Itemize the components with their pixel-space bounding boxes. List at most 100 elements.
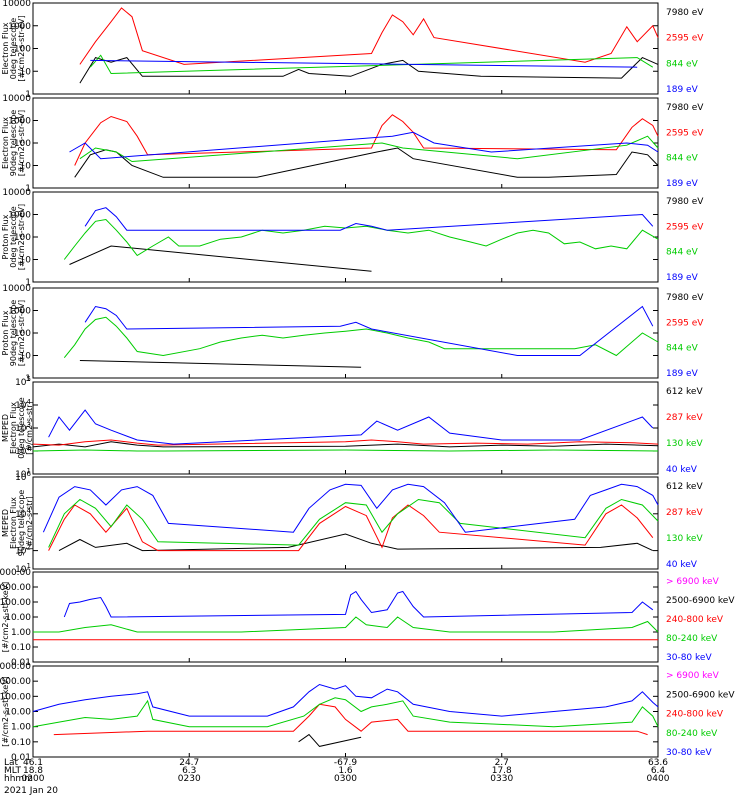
panel-4-ytick-label: 10 [20, 352, 32, 362]
panel-2-series-red [74, 114, 659, 166]
panel-5-ytick-label: 105 [15, 375, 31, 388]
footer-hhmm-value: 0300 [334, 774, 357, 784]
panel-1-frame [32, 2, 659, 95]
panel-7-legend-green: 80-240 keV [666, 634, 718, 644]
panel-2-series-green [79, 135, 659, 163]
panel-6-ytick-label: 101 [15, 562, 31, 575]
panel-8-legend-blue: 30-80 keV [666, 748, 712, 758]
panel-6-ylabel: 90deg telescope [17, 490, 26, 557]
panel-6-frame [32, 476, 659, 570]
panel-4-ytick-label: 100 [14, 329, 31, 339]
panel-1-ylabel: [#/cm2-s-str-eV] [17, 15, 26, 81]
panel-7-ytick-label: 10.00 [5, 613, 31, 623]
panel-2-ylabel: 90deg telescope [9, 110, 18, 177]
panel-8-series-green [32, 697, 659, 728]
panel-4-frame [32, 287, 659, 379]
panel-4-ytick-label: 1000 [8, 307, 31, 317]
panel-6-ytick-label: 102 [15, 544, 31, 557]
panel-7-legend-red: 240-800 keV [666, 615, 724, 625]
panel-8-legend-magenta: > 6900 keV [666, 671, 720, 681]
panel-7-ytick-label: 1000.00 [0, 583, 31, 593]
panel-2-ytick-label: 10 [20, 162, 32, 172]
footer-hhmm-value: 0400 [647, 774, 670, 784]
panel-6-ylabel: [#/cm2-s-str] [25, 496, 34, 549]
panel-6-ylabel: Electron Flux [9, 497, 18, 549]
panel-3-legend-black: 7980 eV [666, 197, 704, 207]
panel-5-legend-black: 612 keV [666, 387, 703, 397]
panel-8-legend-black: 2500-6900 keV [666, 690, 735, 700]
panel-5-legend-green: 130 keV [666, 439, 703, 449]
footer-lat-value: 46.1 [23, 758, 43, 768]
panel-2-ylabel: Electron Flux [1, 117, 10, 169]
footer-date: 2021 Jan 20 [4, 786, 58, 796]
panel-6-ylabel: MEPED [1, 509, 10, 537]
panel-2-ytick-label: 100 [14, 139, 31, 149]
panel-1-ylabel: 0deg telescope [9, 18, 18, 79]
panel-6-series-green [48, 498, 659, 548]
panel-8-ytick-label: 10.00 [5, 708, 31, 718]
panel-1-ytick-label: 100 [14, 45, 31, 55]
panel-8-series-black [298, 733, 362, 747]
panel-6-legend-red: 287 keV [666, 508, 703, 518]
panel-7-ytick-label: 1.00 [11, 628, 31, 638]
footer-mlt-value: 17.8 [492, 766, 512, 776]
panel-4-ytick-label: 10000 [2, 284, 31, 294]
panel-8-ytick-label: 0.01 [11, 753, 31, 763]
panel-2-ytick-label: 1 [25, 184, 31, 194]
panel-5-ytick-label: 102 [15, 444, 31, 457]
footer-mlt-value: 18.8 [23, 766, 43, 776]
panel-3-ytick-label: 10 [20, 256, 32, 266]
panel-3-legend-blue: 189 eV [666, 273, 699, 283]
panel-6-legend-black: 612 keV [666, 482, 703, 492]
panel-5-series-blue [48, 409, 654, 445]
panel-2-legend-black: 7980 eV [666, 103, 704, 113]
panel-8-frame [32, 665, 659, 758]
panel-1-legend-black: 7980 eV [666, 8, 704, 18]
panel-8-legend-red: 240-800 keV [666, 710, 724, 720]
panel-1-ytick-label: 10000 [2, 0, 31, 9]
panel-8-ytick-label: 0.10 [11, 738, 31, 748]
panel-7-ylabel: [#/cm2-s-str-keV] [1, 582, 10, 653]
footer-hhmm-value: 0230 [178, 774, 201, 784]
panel-2-frame [32, 97, 659, 189]
panel-4-legend-black: 7980 eV [666, 293, 704, 303]
panel-6-ytick-label: 106 [15, 470, 31, 483]
panel-5-ytick-label: 104 [15, 398, 31, 411]
panel-1-series-blue [90, 59, 638, 68]
panel-4-legend-green: 844 eV [666, 344, 699, 354]
footer-mlt-value: 1.6 [338, 766, 353, 776]
panel-5-series-red [32, 439, 659, 446]
panel-7-legend-magenta: > 6900 keV [666, 577, 720, 587]
panel-3-ytick-label: 1 [25, 278, 31, 288]
panel-8-ytick-label: 10000.00 [0, 662, 31, 672]
panel-3-ytick-label: 10000 [2, 188, 31, 198]
panel-4-ylabel: [#/cm2-s-str-eV] [17, 300, 26, 366]
panel-5-ylabel: [#/cm2-s-str] [25, 401, 34, 454]
panel-8-ytick-label: 1000.00 [0, 677, 31, 687]
panel-5-ytick-label: 101 [15, 467, 31, 480]
footer-mlt-value: 6.4 [651, 766, 666, 776]
panel-6-legend-green: 130 keV [666, 534, 703, 544]
panel-3-ytick-label: 100 [14, 233, 31, 243]
panel-4-series-black [79, 360, 362, 368]
panel-1-series-black [79, 57, 659, 84]
panel-7-series-green [33, 616, 659, 633]
panel-6-series-black [58, 533, 654, 552]
panel-7-series-blue [63, 590, 654, 618]
footer-mlt-value: 6.3 [182, 766, 196, 776]
panel-4-legend-blue: 189 eV [666, 369, 699, 379]
panel-5-ylabel: 0deg telescope [17, 397, 26, 458]
panel-6-series-blue [42, 483, 659, 533]
panel-5-legend-red: 287 keV [666, 413, 703, 423]
footer-lat-value: 63.6 [648, 758, 668, 768]
panel-2-ytick-label: 1000 [8, 117, 31, 127]
panel-5-series-black [32, 441, 659, 448]
footer-row-label: hhmm [4, 774, 33, 784]
panel-1-legend-green: 844 eV [666, 59, 699, 69]
panel-6-ytick-label: 104 [15, 507, 31, 520]
panel-5-ylabel: Electron Flux [9, 402, 18, 454]
footer-hhmm-value: 0200 [22, 774, 45, 784]
panel-5-ylabel: MEPED [1, 414, 10, 442]
